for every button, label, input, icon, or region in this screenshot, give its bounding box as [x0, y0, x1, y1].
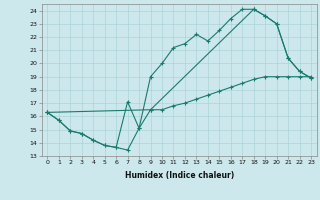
X-axis label: Humidex (Indice chaleur): Humidex (Indice chaleur) [124, 171, 234, 180]
